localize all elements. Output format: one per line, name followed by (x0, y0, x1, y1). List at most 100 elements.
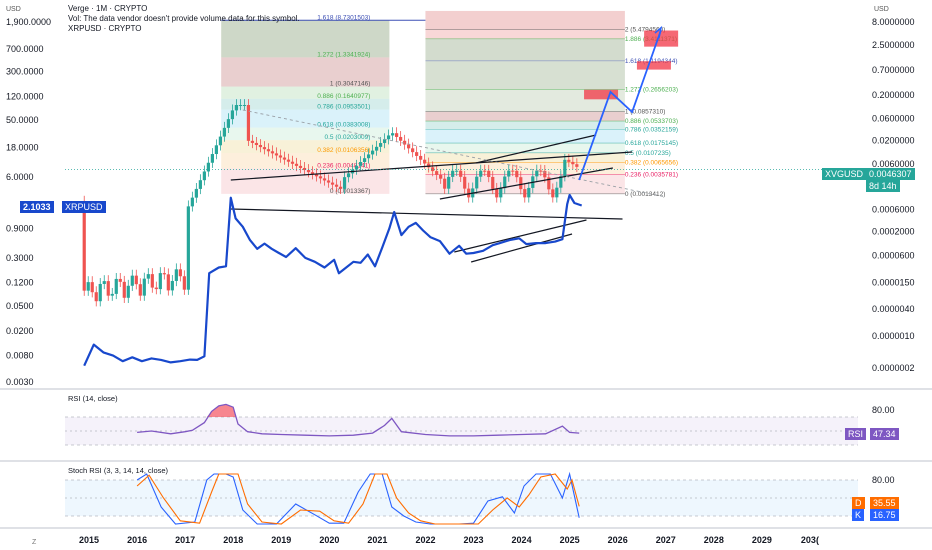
candle-body (567, 159, 571, 162)
candle-body (306, 170, 311, 173)
xvg-symbol-badge: XVGUSD (822, 168, 867, 180)
candle-body (463, 176, 467, 189)
candle-body (110, 293, 114, 296)
candle-body (547, 177, 551, 190)
fib-right-label: 0.382 (0.0065656) (625, 159, 678, 166)
candle-body (134, 275, 138, 285)
fib-left-label: 0.786 (0.0953501) (317, 104, 370, 111)
candle-body (310, 172, 315, 175)
volume-note: Vol: The data vendor doesn't provide vol… (68, 14, 300, 23)
candle-body (423, 159, 427, 164)
candle-body (362, 158, 367, 162)
candle-body (282, 157, 287, 160)
candle-body (366, 154, 371, 159)
right-axis-tick: 0.0000010 (872, 331, 915, 341)
candle-body (106, 281, 110, 296)
candle-body (447, 176, 451, 189)
stoch-k-value-badge: 16.75 (870, 509, 899, 521)
left-axis-tick: 120.0000 (6, 91, 44, 101)
candle-body (266, 149, 271, 152)
stoch-k-line (136, 471, 580, 525)
candle-body (499, 188, 503, 198)
xrp-symbol-badge: XRPUSD (62, 201, 106, 213)
rsi-overbought-fill (206, 404, 236, 417)
candle-body (318, 176, 323, 179)
candle-body (415, 152, 419, 156)
right-axis-tick: 0.0006000 (872, 205, 915, 215)
left-axis-tick: 700.0000 (6, 44, 44, 54)
fib-right-zone (425, 111, 625, 122)
candle-body (290, 161, 295, 164)
left-axis-tick: 300.0000 (6, 67, 44, 77)
fib-right-zone (425, 60, 625, 90)
xrp-series-line (83, 193, 583, 367)
right-axis-tick: 2.5000000 (872, 40, 915, 50)
candle-body (387, 135, 391, 140)
candle-body (346, 173, 351, 178)
candle-body (242, 105, 247, 107)
candle-body (158, 273, 162, 290)
candle-body (411, 148, 415, 153)
candle-body (262, 147, 267, 150)
right-currency-label: USD (874, 6, 889, 13)
right-axis-tick: 0.0000002 (872, 363, 915, 373)
x-axis-tick: 2029 (752, 535, 772, 545)
candle-body (226, 119, 231, 128)
fib-left-zone (221, 152, 390, 169)
stoch-d-value-badge: 35.55 (870, 497, 899, 509)
fib-left-zone (221, 168, 390, 194)
candle-body (130, 275, 134, 286)
fib-left-zone (221, 86, 390, 99)
right-axis-tick: 0.0600000 (872, 114, 915, 124)
candle-body (403, 140, 407, 145)
candle-body (270, 151, 275, 154)
fib-left-label: 0.886 (0.1640977) (317, 93, 370, 100)
candle-body (571, 161, 575, 165)
candle-body (90, 282, 94, 293)
candle-body (198, 180, 202, 189)
left-axis-tick: 1,900.0000 (6, 17, 51, 27)
candle-body (218, 136, 222, 146)
rsi-line (137, 403, 580, 437)
candle-body (182, 276, 186, 290)
candle-body (399, 136, 403, 141)
right-axis-tick: 0.2000000 (872, 90, 915, 100)
x-axis-tick: 2022 (415, 535, 435, 545)
candle-body (222, 127, 227, 137)
candle-body (250, 140, 255, 143)
candle-body (94, 292, 98, 302)
trend-line (475, 134, 597, 164)
candle-body (383, 139, 387, 144)
fib-left-label: 0.236 (0.0048141) (317, 163, 370, 170)
candle-body (122, 281, 126, 298)
candle-body (495, 188, 499, 198)
trend-line (230, 208, 623, 220)
target-box (584, 89, 619, 100)
target-box (636, 61, 671, 70)
right-axis-tick: 0.0060000 (872, 159, 915, 169)
candle-body (154, 287, 158, 290)
right-axis-tick: 0.7000000 (872, 65, 915, 75)
left-axis-tick: 0.0080 (6, 351, 34, 361)
left-currency-label: USD (6, 6, 21, 13)
candle-body (342, 177, 347, 189)
candle-body (146, 274, 150, 279)
stoch-k-label-badge: K (852, 509, 865, 521)
fib-right-zone (425, 143, 625, 153)
left-axis-tick: 0.0500 (6, 301, 34, 311)
fib-left-label: 1.272 (1.3341924) (317, 51, 370, 58)
candle-body (443, 178, 447, 189)
projection-arrowhead (654, 25, 663, 39)
candle-body (294, 163, 299, 166)
candle-body (238, 105, 243, 107)
candle-body (455, 170, 459, 172)
candle-body (475, 176, 479, 189)
fib-left-label: 1 (0.3047146) (330, 81, 370, 88)
x-axis-tick: 2021 (367, 535, 387, 545)
candle-body (535, 170, 539, 177)
candle-body (86, 282, 90, 291)
fib-right-zone (425, 10, 625, 30)
candle-body (274, 153, 279, 156)
candle-body (174, 269, 178, 281)
left-axis-tick: 0.0200 (6, 326, 34, 336)
